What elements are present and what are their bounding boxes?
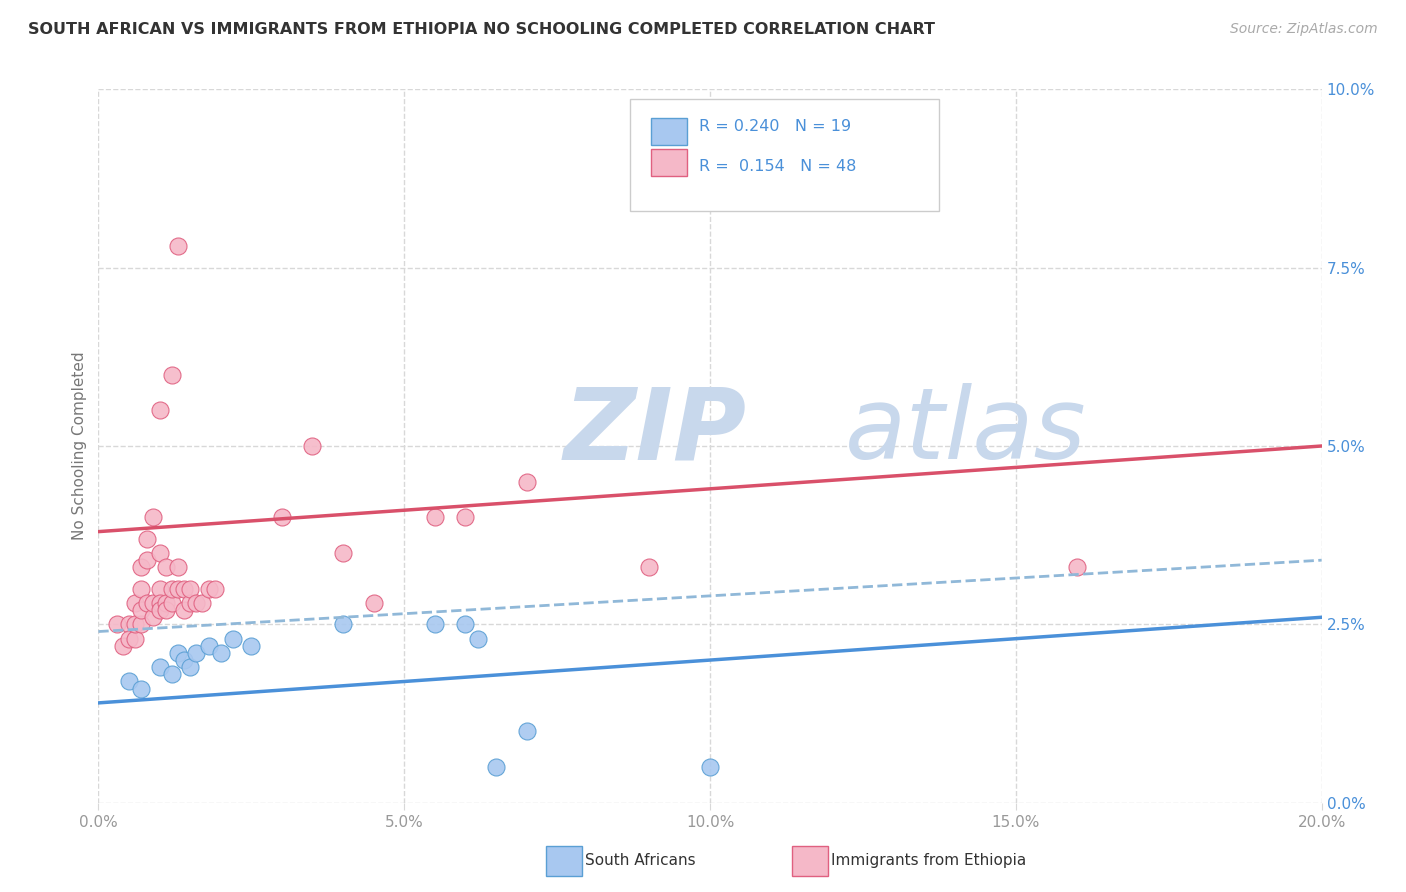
Point [129,617,152,632]
Point [111,639,134,653]
Point [191,596,214,610]
Point [485,760,508,774]
Point [149,660,172,674]
Point [160,667,183,681]
Point [129,560,152,574]
Point [270,510,292,524]
Point [1066,560,1088,574]
Point [118,674,141,689]
Point [179,660,201,674]
Point [136,532,159,546]
Point [204,582,226,596]
Point [467,632,489,646]
Y-axis label: No Schooling Completed: No Schooling Completed [72,351,87,541]
Point [155,560,177,574]
Point [124,596,146,610]
Point [129,681,152,696]
Point [118,632,141,646]
Text: ZIP: ZIP [564,384,747,480]
Point [423,617,446,632]
Point [149,546,172,560]
Point [186,646,208,660]
Point [363,596,385,610]
Point [699,760,721,774]
Point [142,510,165,524]
Point [179,596,201,610]
Point [332,546,354,560]
Point [118,617,141,632]
Point [197,639,219,653]
Point [160,582,183,596]
Point [167,582,190,596]
Point [124,632,146,646]
Text: R =  0.154   N = 48: R = 0.154 N = 48 [699,159,856,174]
Point [301,439,323,453]
Point [149,403,172,417]
Text: R = 0.240   N = 19: R = 0.240 N = 19 [699,119,851,134]
Point [136,553,159,567]
Point [167,239,190,253]
Point [142,596,165,610]
Point [173,582,195,596]
Point [516,475,538,489]
Point [197,582,219,596]
Point [167,646,190,660]
Text: Source: ZipAtlas.com: Source: ZipAtlas.com [1230,22,1378,37]
Point [173,603,195,617]
Point [167,560,190,574]
Point [222,632,245,646]
Point [332,617,354,632]
Point [160,596,183,610]
Point [186,596,208,610]
Point [142,610,165,624]
Point [160,368,183,382]
Text: SOUTH AFRICAN VS IMMIGRANTS FROM ETHIOPIA NO SCHOOLING COMPLETED CORRELATION CHA: SOUTH AFRICAN VS IMMIGRANTS FROM ETHIOPI… [28,22,935,37]
Point [149,596,172,610]
Point [637,560,661,574]
Text: South Africans: South Africans [585,854,696,868]
Point [155,603,177,617]
Point [454,617,477,632]
Point [454,510,477,524]
Point [516,724,538,739]
Point [136,596,159,610]
Point [129,603,152,617]
Text: atlas: atlas [845,384,1087,480]
Point [124,617,146,632]
Point [129,582,152,596]
Point [149,582,172,596]
Point [155,596,177,610]
Text: Immigrants from Ethiopia: Immigrants from Ethiopia [831,854,1026,868]
Point [105,617,128,632]
Point [209,646,232,660]
Point [173,653,195,667]
Point [240,639,263,653]
Point [423,510,446,524]
Point [149,603,172,617]
Point [179,582,201,596]
